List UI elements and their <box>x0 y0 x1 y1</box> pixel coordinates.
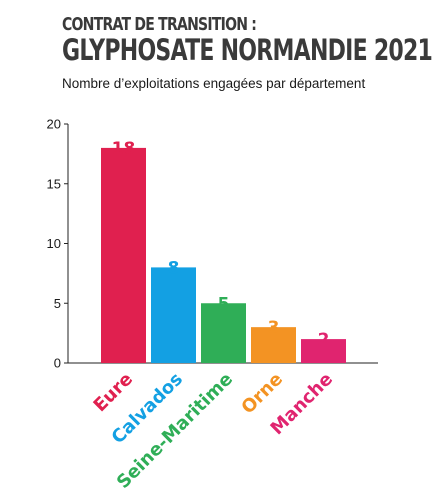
bar-eure <box>101 147 146 363</box>
y-tick-label: 0 <box>54 356 61 371</box>
bar-seine-maritime <box>201 303 246 363</box>
value-label: 3 <box>268 318 280 338</box>
value-label: 18 <box>112 139 136 159</box>
value-label: 5 <box>218 294 230 314</box>
y-tick-label: 15 <box>47 176 61 191</box>
y-tick-label: 5 <box>54 296 61 311</box>
value-label: 8 <box>168 258 180 278</box>
chart-title: GLYPHOSATE NORMANDIE 2021 <box>62 33 433 67</box>
chart-subtitle: Nombre d’exploitations engagées par dépa… <box>62 76 366 91</box>
y-tick-label: 10 <box>47 236 61 251</box>
category-label: Eure <box>90 369 138 417</box>
bar-orne <box>251 327 296 363</box>
bar-manche <box>301 339 346 363</box>
bar-calvados <box>151 267 196 363</box>
title-block: CONTRAT DE TRANSITION : GLYPHOSATE NORMA… <box>62 14 438 91</box>
chart-kicker: CONTRAT DE TRANSITION : <box>62 14 257 35</box>
y-tick-label: 20 <box>47 117 61 132</box>
value-label: 2 <box>318 330 330 350</box>
